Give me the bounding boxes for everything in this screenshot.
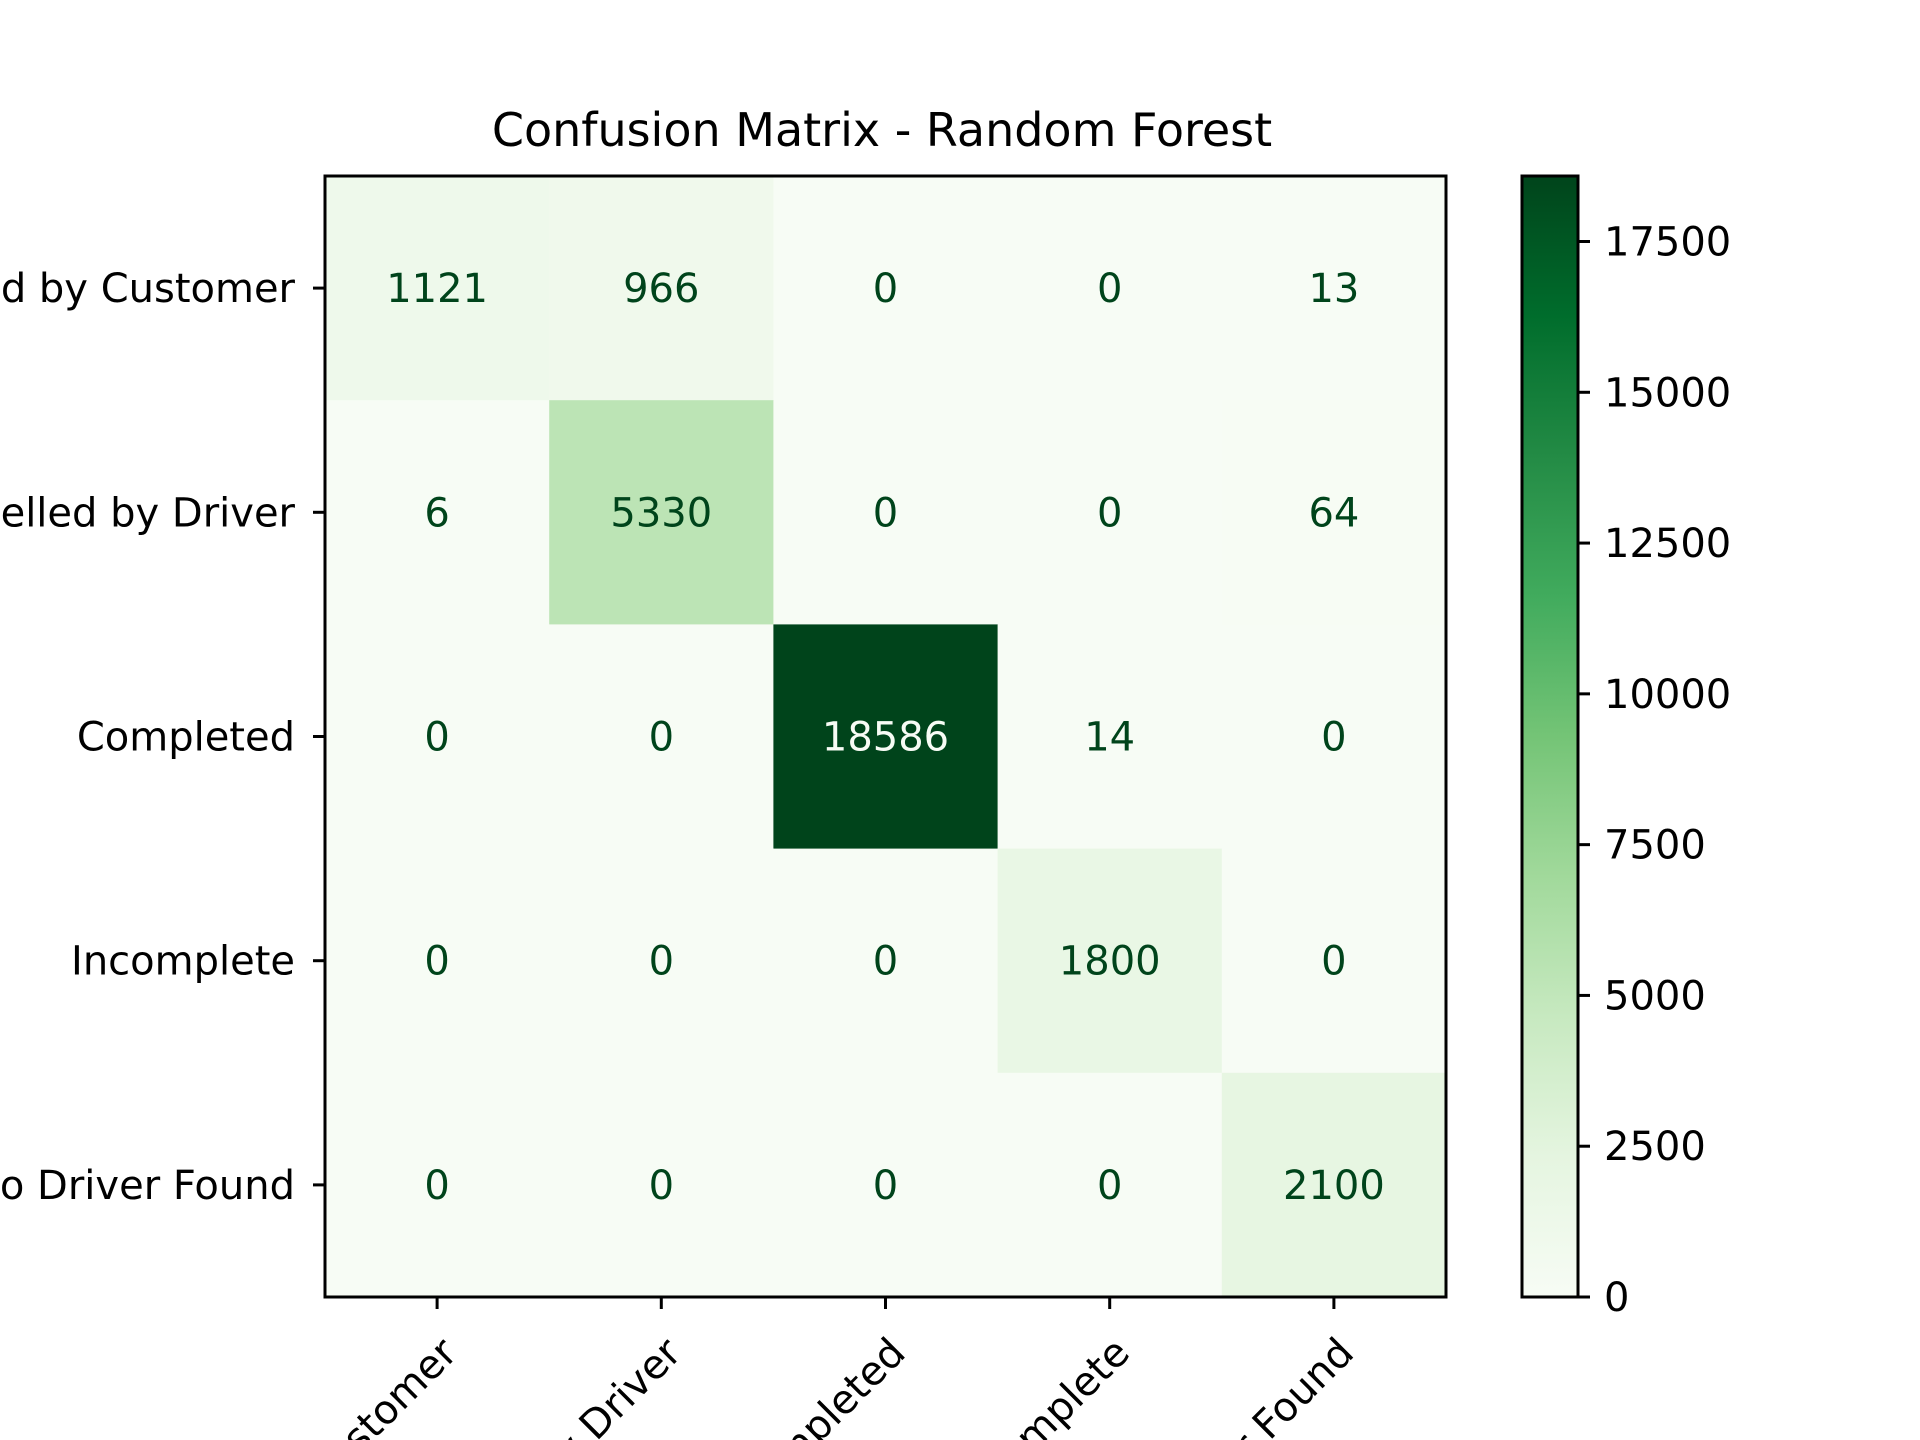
matrix-cell [325, 624, 550, 850]
colorbar-tick-label: 10000 [1604, 672, 1731, 718]
colorbar-tick-label: 0 [1604, 1275, 1629, 1321]
cell-value-label: 18586 [822, 715, 949, 761]
colorbar-tick-label: 5000 [1604, 973, 1706, 1019]
cell-value-label: 1800 [1059, 939, 1161, 985]
y-tick-label: d by Customer [1, 266, 296, 312]
cell-value-label: 64 [1308, 490, 1359, 536]
matrix-cell [1221, 848, 1447, 1074]
y-tick-label: Completed [77, 715, 295, 761]
matrix-cell [773, 176, 999, 401]
x-axis: ustomer y Driver mpleted omplete er Found [316, 1297, 1363, 1440]
matrix-cell [997, 400, 1223, 625]
matrix-cell [1221, 400, 1447, 625]
heatmap-cells: 1121 966 0 0 13 6 5330 0 0 64 0 0 18586 14 0 0 0 0 1800 0 0 0… [325, 176, 1447, 1298]
matrix-cell [549, 624, 774, 850]
cell-value-label: 0 [424, 939, 449, 985]
cell-value-label: 0 [873, 939, 898, 985]
matrix-cell [1221, 176, 1447, 401]
y-tick-label: o Driver Found [0, 1163, 295, 1209]
matrix-cell [997, 848, 1223, 1074]
matrix-cell [1221, 1072, 1447, 1298]
cell-value-label: 0 [424, 715, 449, 761]
cell-value-label: 966 [623, 266, 699, 312]
y-tick-label: elled by Driver [1, 490, 296, 536]
cell-value-label: 0 [873, 1163, 898, 1209]
cell-value-label: 14 [1084, 715, 1135, 761]
x-tick-label: mpleted [765, 1330, 915, 1440]
cell-value-label: 5330 [610, 490, 712, 536]
matrix-cell [549, 1072, 774, 1298]
cell-value-label: 0 [1321, 715, 1346, 761]
chart-title: Confusion Matrix - Random Forest [492, 103, 1272, 157]
matrix-cell [997, 624, 1223, 850]
cell-value-label: 0 [649, 939, 674, 985]
matrix-cell [773, 400, 999, 625]
x-tick-label: omplete [990, 1330, 1139, 1440]
cell-value-label: 1121 [386, 266, 488, 312]
matrix-cell [997, 176, 1223, 401]
y-tick-label: Incomplete [71, 939, 295, 985]
matrix-cell [1221, 624, 1447, 850]
cell-value-label: 0 [649, 715, 674, 761]
colorbar-tick-label: 15000 [1604, 370, 1731, 416]
colorbar-tick-label: 7500 [1604, 823, 1706, 869]
x-tick-label: er Found [1206, 1330, 1363, 1440]
cell-value-label: 13 [1308, 266, 1359, 312]
cell-value-label: 6 [424, 490, 449, 536]
cell-value-label: 0 [873, 490, 898, 536]
matrix-cell [325, 400, 550, 625]
cell-value-label: 0 [1321, 939, 1346, 985]
y-axis: d by Customer elled by Driver Completed Inc… [0, 266, 325, 1209]
cell-value-label: 0 [1097, 266, 1122, 312]
matrix-cell [549, 176, 774, 401]
matrix-cell [773, 1072, 999, 1298]
colorbar-tick-label: 12500 [1604, 521, 1731, 567]
cell-value-label: 0 [1097, 490, 1122, 536]
colorbar-axis: 0 2500 5000 7500 10000 12500 15000 17500 [1578, 220, 1731, 1321]
cell-value-label: 2100 [1283, 1163, 1385, 1209]
cell-value-label: 0 [873, 266, 898, 312]
cell-value-label: 0 [649, 1163, 674, 1209]
matrix-cell [773, 848, 999, 1074]
matrix-cell [325, 848, 550, 1074]
cell-value-label: 0 [1097, 1163, 1122, 1209]
matrix-cell [997, 1072, 1223, 1298]
matrix-cell [549, 848, 774, 1074]
colorbar-tick-label: 2500 [1604, 1124, 1706, 1170]
colorbar-tick-label: 17500 [1604, 220, 1731, 266]
matrix-cell [773, 624, 999, 850]
x-tick-label: ustomer [316, 1329, 467, 1440]
cell-value-label: 0 [424, 1163, 449, 1209]
matrix-cell [325, 1072, 550, 1298]
matrix-cell [325, 176, 550, 401]
colorbar [1520, 174, 1580, 1299]
x-tick-label: y Driver [545, 1329, 691, 1440]
matrix-cell [549, 400, 774, 625]
